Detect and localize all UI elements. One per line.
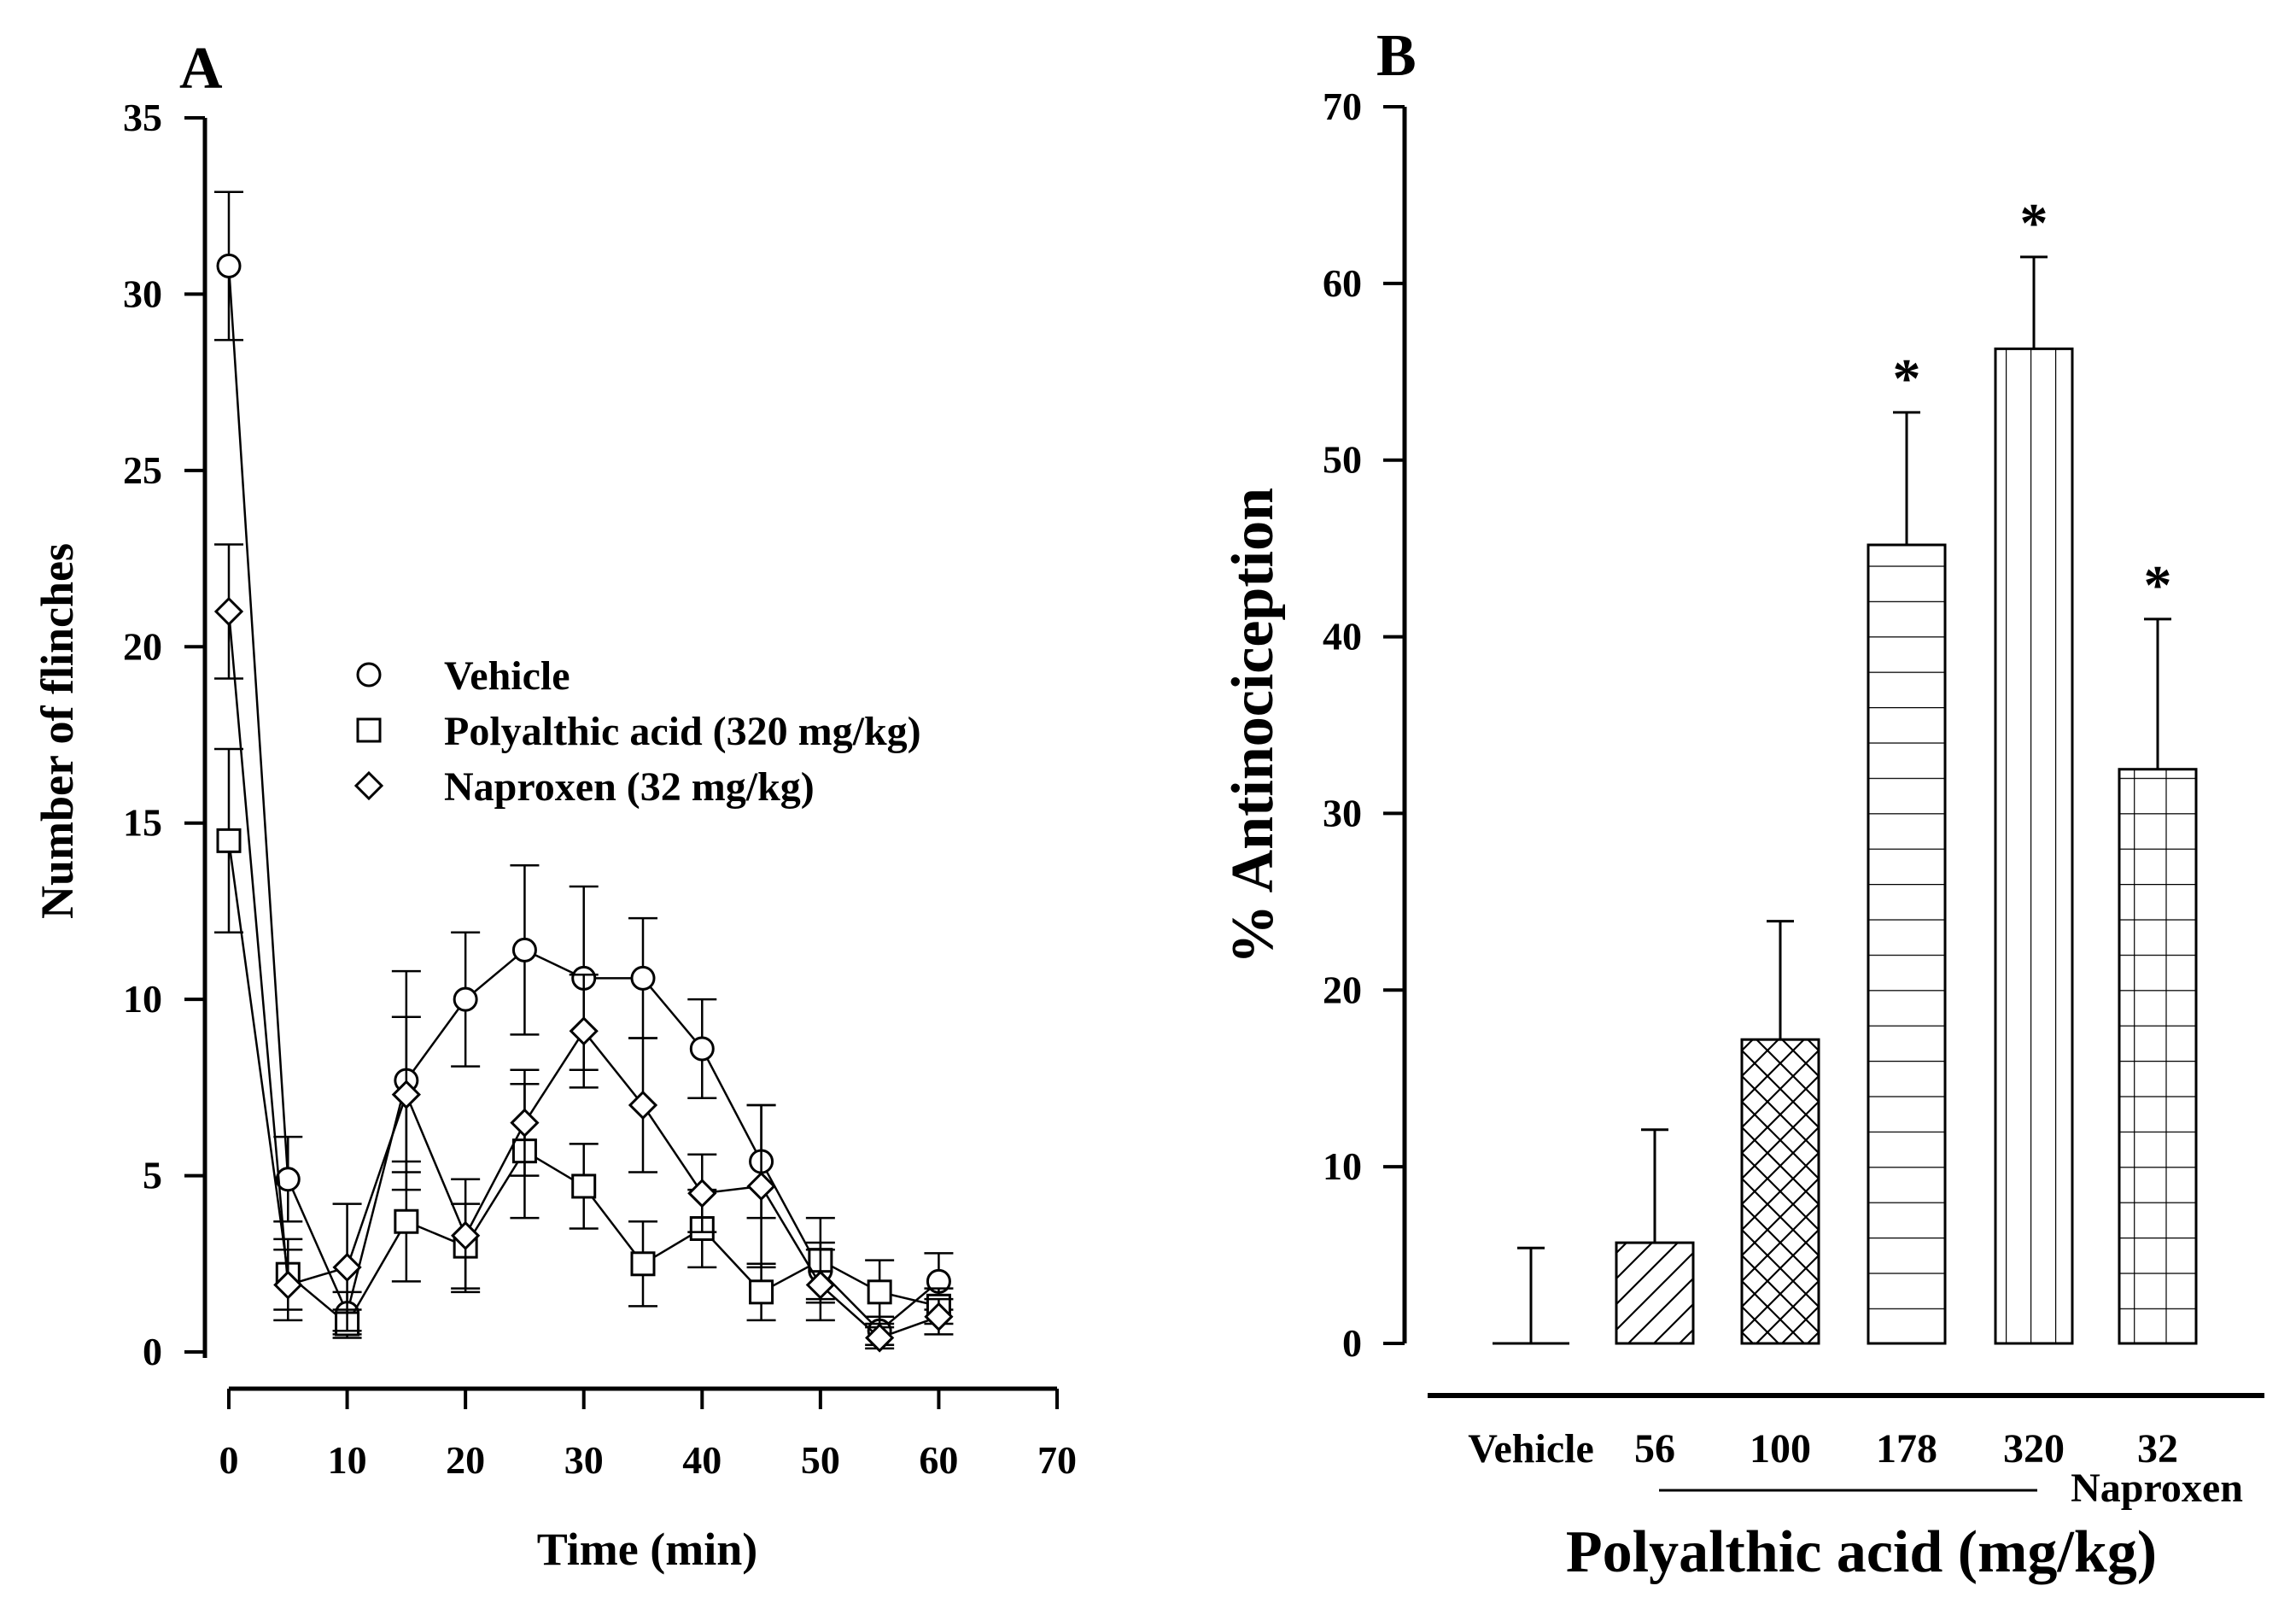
panel-a-series xyxy=(213,190,954,1353)
panel-a-label: A xyxy=(179,36,223,102)
data-point-circle xyxy=(275,1167,301,1192)
panel-a-x-tick-label: 20 xyxy=(446,1438,485,1482)
data-point-diamond xyxy=(865,1323,895,1353)
panel-a: A 0 5 10 15 20 25 30 35 0 10 20 30 40 50 60 70 Time (m… xyxy=(32,36,1077,1575)
data-point-square xyxy=(216,828,242,853)
panel-a-y-tick-label: 35 xyxy=(123,96,162,139)
data-point-diamond xyxy=(628,1090,658,1121)
bar xyxy=(1867,543,1947,1345)
significance-marker: * xyxy=(1893,348,1921,410)
data-point-circle xyxy=(630,965,656,991)
bar-group xyxy=(1740,920,1820,1345)
data-point-diamond xyxy=(746,1171,776,1202)
panel-a-x-tick-label: 60 xyxy=(919,1438,958,1482)
panel-a-x-tick-label: 10 xyxy=(328,1438,367,1482)
panel-a-x-tick-label: 30 xyxy=(564,1438,604,1482)
bar xyxy=(2118,768,2198,1345)
panel-a-y-tick-label: 15 xyxy=(123,801,162,845)
panel-a-legend: Vehicle Polyalthic acid (320 mg/kg) Naprox… xyxy=(353,653,921,810)
panel-a-y-tick-label: 5 xyxy=(143,1154,162,1197)
data-point-diamond xyxy=(332,1252,362,1283)
significance-marker: * xyxy=(2020,192,2048,255)
bar xyxy=(1615,1241,1695,1345)
panel-a-x-axis: 0 10 20 30 40 50 60 70 xyxy=(219,1386,1077,1482)
panel-b-y-tick-label: 50 xyxy=(1323,438,1362,482)
series-diamond xyxy=(213,543,954,1353)
bar-group: * xyxy=(1867,348,1947,1345)
data-point-square xyxy=(630,1251,656,1277)
data-point-square xyxy=(571,1173,597,1199)
category-label: 320 xyxy=(2003,1426,2065,1472)
category-label: Vehicle xyxy=(1468,1426,1594,1472)
bar-group xyxy=(1615,1128,1695,1345)
bar-group: * xyxy=(2118,554,2198,1345)
panel-a-x-tick-label: 0 xyxy=(219,1438,239,1482)
data-point-circle xyxy=(689,1036,715,1062)
legend-label: Vehicle xyxy=(444,653,570,699)
bar-group: * xyxy=(1994,192,2074,1345)
category-label: 178 xyxy=(1876,1426,1937,1472)
panel-b-x-axis-label: Polyalthic acid (mg/kg) xyxy=(1566,1519,2157,1585)
panel-a-y-tick-label: 10 xyxy=(123,977,162,1021)
bar xyxy=(1740,1038,1820,1345)
category-label: 32 xyxy=(2137,1426,2178,1472)
panel-a-y-tick-label: 20 xyxy=(123,624,162,668)
legend-label: Naproxen (32 mg/kg) xyxy=(444,764,815,810)
panel-a-x-tick-label: 50 xyxy=(801,1438,840,1482)
panel-b-y-tick-label: 40 xyxy=(1323,615,1362,658)
significance-marker: * xyxy=(2144,554,2172,617)
panel-a-x-tick-label: 40 xyxy=(682,1438,722,1482)
panel-a-y-tick-label: 30 xyxy=(123,272,162,315)
data-point-diamond xyxy=(273,1270,303,1300)
data-point-circle xyxy=(453,986,478,1012)
data-point-diamond xyxy=(924,1302,954,1331)
bar xyxy=(1994,347,2074,1345)
legend-marker-square xyxy=(356,717,382,743)
data-point-diamond xyxy=(213,596,244,627)
panel-a-x-tick-label: 70 xyxy=(1037,1438,1077,1482)
legend-label: Polyalthic acid (320 mg/kg) xyxy=(444,709,921,754)
panel-b-category-labels: Vehicle 56 100 178 320 32 xyxy=(1468,1426,2178,1472)
data-point-circle xyxy=(216,253,242,278)
data-point-square xyxy=(867,1279,892,1305)
data-point-diamond xyxy=(805,1270,835,1300)
panel-b-y-tick-label: 10 xyxy=(1323,1144,1362,1188)
data-point-diamond xyxy=(391,1080,421,1109)
data-point-circle xyxy=(511,937,537,963)
panel-b-y-axis-label: % Antinociception xyxy=(1220,488,1286,964)
panel-a-y-axis-label: Number of flinches xyxy=(32,543,83,919)
data-point-square xyxy=(749,1279,774,1305)
panel-b-y-axis: 0 10 20 30 40 50 60 70 xyxy=(1323,85,1407,1365)
panel-b-bars: * * * xyxy=(1493,192,2198,1345)
legend-marker-circle xyxy=(356,662,382,688)
panel-b-y-tick-label: 0 xyxy=(1342,1321,1362,1365)
legend-marker-diamond xyxy=(353,770,384,801)
panel-a-y-tick-label: 0 xyxy=(143,1330,162,1373)
naproxen-label: Naproxen xyxy=(2071,1466,2243,1511)
data-point-diamond xyxy=(451,1220,481,1250)
category-label: 100 xyxy=(1750,1426,1811,1472)
panel-b-y-tick-label: 70 xyxy=(1323,85,1362,128)
panel-b-y-tick-label: 30 xyxy=(1323,791,1362,834)
panel-a-y-axis: 0 5 10 15 20 25 30 35 xyxy=(123,96,207,1373)
data-point-diamond xyxy=(569,1016,599,1046)
data-point-diamond xyxy=(687,1179,717,1208)
data-point-diamond xyxy=(510,1108,540,1138)
panel-b-label: B xyxy=(1376,23,1417,89)
panel-b-y-tick-label: 60 xyxy=(1323,261,1362,305)
data-point-square xyxy=(394,1208,419,1234)
panel-b-y-tick-label: 20 xyxy=(1323,968,1362,1011)
panel-a-x-axis-label: Time (min) xyxy=(537,1524,757,1575)
category-label: 56 xyxy=(1634,1426,1675,1472)
panel-a-y-tick-label: 25 xyxy=(123,448,162,492)
bar-group xyxy=(1493,1246,1569,1345)
